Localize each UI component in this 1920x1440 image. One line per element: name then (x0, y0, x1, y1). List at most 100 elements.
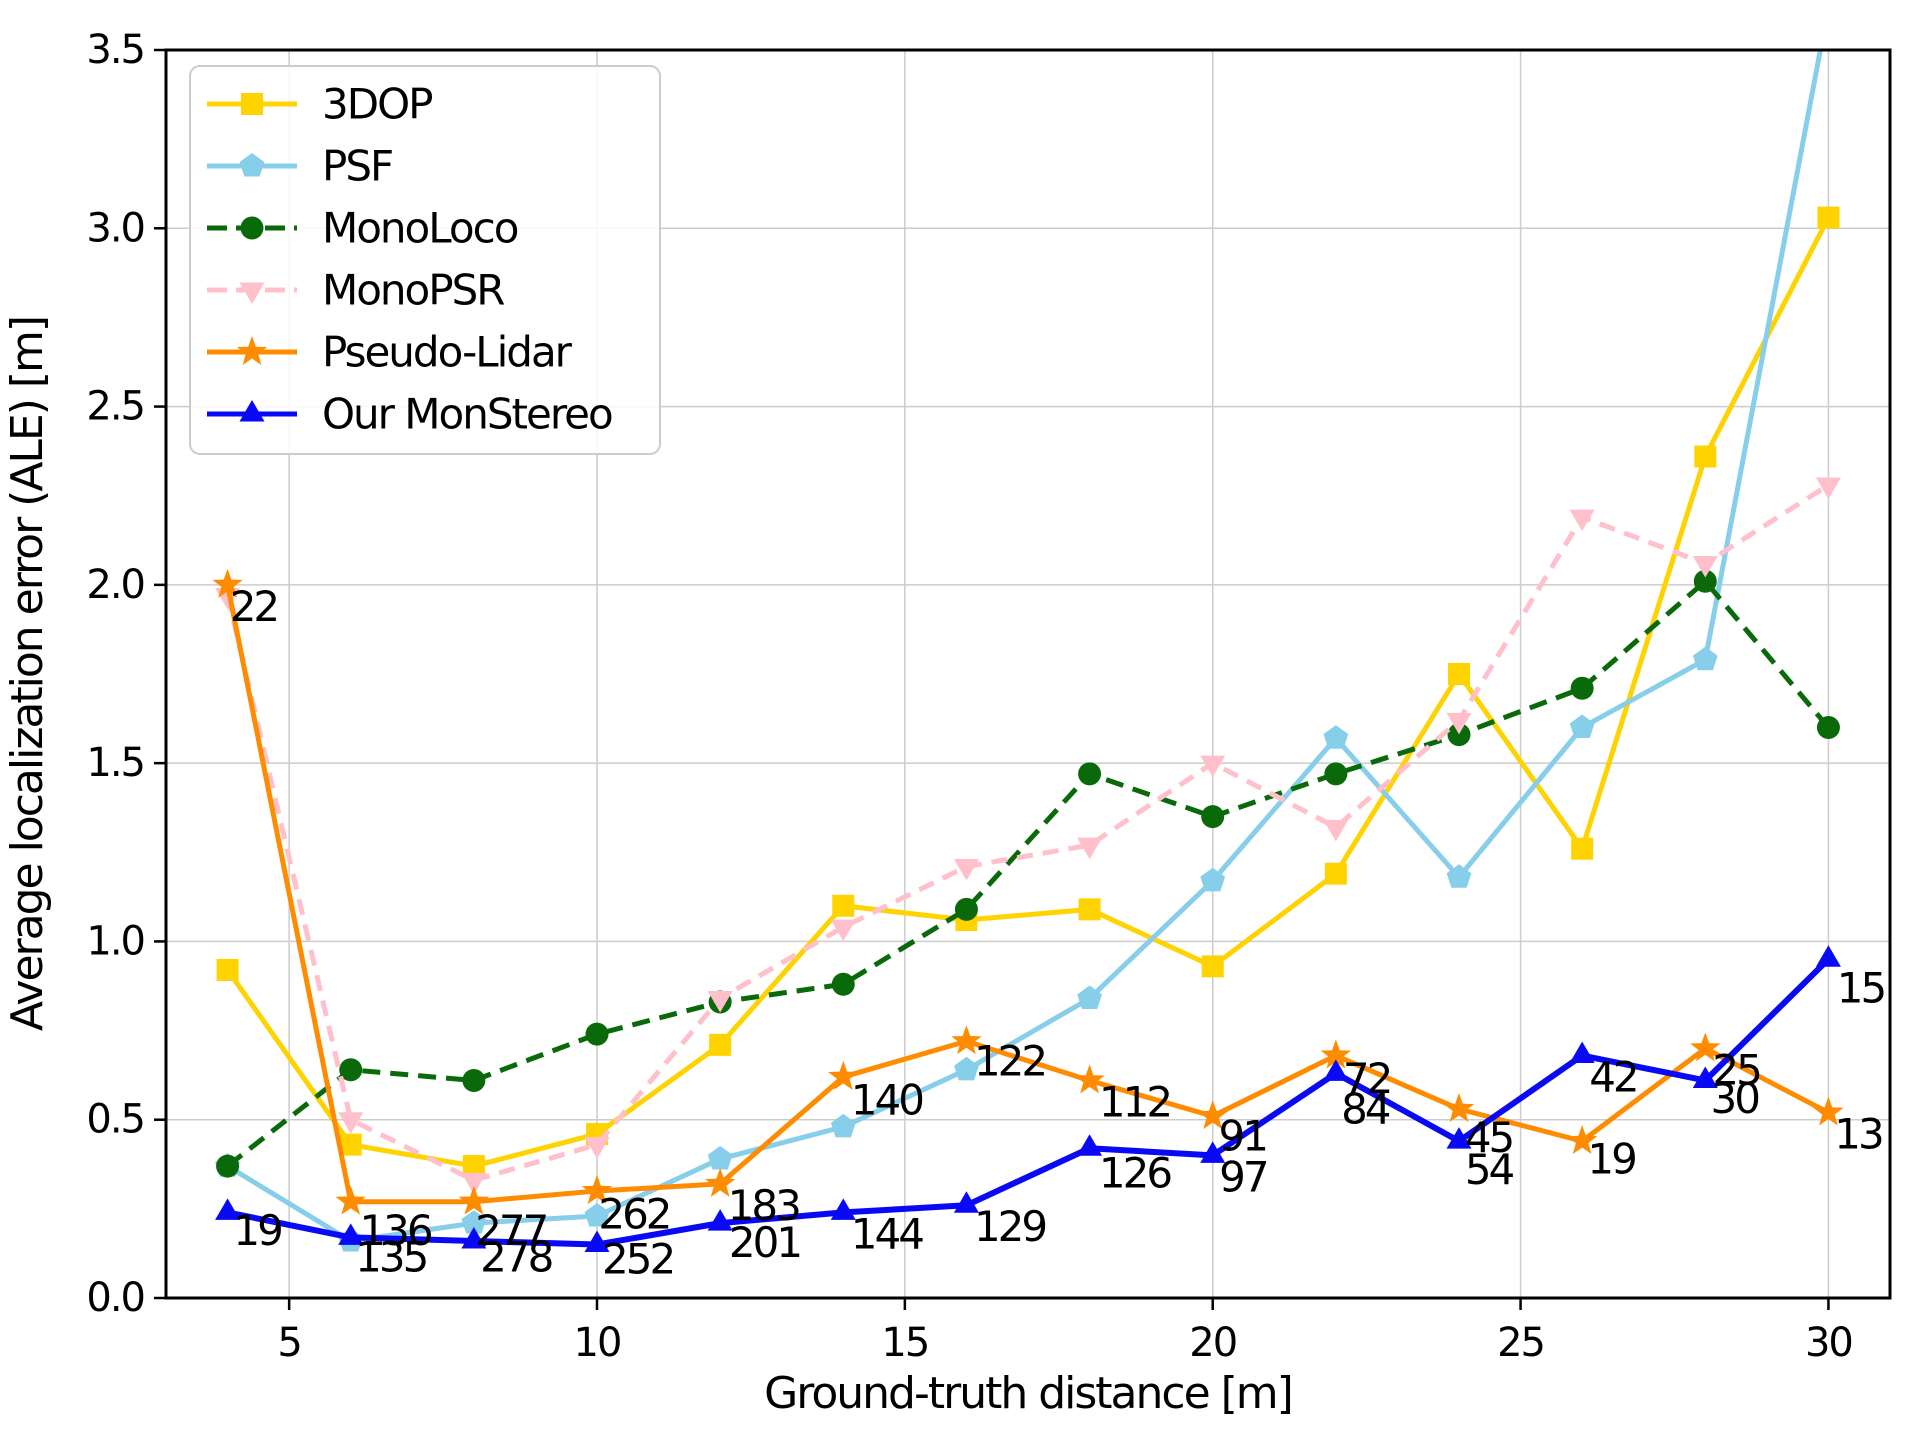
marker-triangle-up-our-monstereo (1446, 1127, 1472, 1149)
marker-star-pseudo-lidar (335, 1185, 366, 1215)
annotation-count-16: 91 (1219, 1111, 1266, 1160)
marker-pentagon-psf (707, 1145, 733, 1170)
y-tick-label-1.5: 1.5 (86, 740, 144, 786)
y-tick-label-3.0: 3.0 (86, 205, 144, 251)
annotation-count-9: 201 (729, 1218, 800, 1267)
marker-square-3dop (1201, 955, 1224, 978)
marker-star-pseudo-lidar (1320, 1039, 1352, 1069)
marker-circle-monoloco (1693, 569, 1717, 593)
legend-item-3dop: 3DOP (207, 80, 434, 129)
annotation-count-21: 54 (1465, 1145, 1514, 1194)
legend-item-monoloco: MonoLoco (207, 204, 520, 253)
annotation-count-12: 122 (974, 1036, 1045, 1085)
annotation-count-2: 136 (359, 1206, 431, 1255)
x-tick-label-25: 25 (1497, 1320, 1544, 1366)
series-line-psf (226, 50, 1823, 1244)
legend-marker-3dop (241, 93, 263, 115)
annotation-count-20: 45 (1465, 1113, 1513, 1162)
marker-circle-monoloco (1816, 715, 1840, 739)
annotation-count-22: 42 (1589, 1052, 1636, 1101)
legend-box (189, 65, 661, 455)
marker-circle-monoloco (339, 1058, 363, 1082)
series-monoloco (216, 569, 1840, 1178)
annotation-count-18: 72 (1343, 1054, 1390, 1103)
series-psf (215, 50, 1823, 1252)
marker-star-pseudo-lidar (1566, 1125, 1598, 1155)
legend-item-pseudo-lidar: Pseudo-Lidar (207, 328, 575, 377)
marker-square-3dop (1078, 898, 1101, 921)
marker-triangle-down-monopsr (1077, 837, 1103, 860)
annotation-count-8: 183 (728, 1181, 799, 1230)
marker-square-3dop (1817, 206, 1840, 229)
marker-triangle-up-our-monstereo (1692, 1066, 1718, 1088)
y-tick-label-1.0: 1.0 (86, 918, 144, 964)
tick-labels: 5 10 15 20 25 300.00.51.01.52.02.53.03.5 (86, 27, 1854, 1366)
legend-marker-monoloco (240, 216, 264, 240)
marker-star-pseudo-lidar (581, 1175, 613, 1204)
legend-item-psf: PSF (207, 142, 394, 191)
marker-circle-monoloco (1201, 805, 1225, 829)
legend-label-3dop: 3DOP (322, 80, 432, 129)
legend-label-monopsr: MonoPSR (322, 266, 504, 315)
annotation-count-0: 22 (230, 582, 277, 631)
annotation-count-24: 25 (1712, 1045, 1760, 1094)
marker-square-3dop (1694, 445, 1717, 468)
marker-square-3dop (216, 958, 239, 981)
marker-star-pseudo-lidar (1813, 1096, 1844, 1126)
marker-triangle-down-monopsr (1569, 509, 1595, 532)
marker-pentagon-psf (1692, 646, 1718, 671)
marker-circle-monoloco (831, 972, 855, 996)
annotation-count-14: 112 (1099, 1077, 1170, 1126)
y-axis-label: Average localization error (ALE) [m] (2, 317, 53, 1031)
annotation-count-17: 97 (1219, 1152, 1267, 1201)
marker-triangle-down-monopsr (584, 1137, 610, 1159)
y-tick-label-3.5: 3.5 (86, 27, 144, 73)
marker-triangle-up-our-monstereo (1077, 1134, 1103, 1156)
marker-pentagon-psf (1446, 864, 1472, 888)
legend-marker-our-monstereo (239, 400, 265, 422)
annotation-count-13: 129 (974, 1202, 1045, 1251)
marker-square-3dop (832, 894, 855, 917)
plot-border (164, 48, 1892, 1300)
marker-triangle-down-monopsr (1323, 819, 1349, 842)
marker-triangle-down-monopsr (1446, 712, 1472, 735)
marker-star-pseudo-lidar (1197, 1100, 1228, 1130)
marker-triangle-up-our-monstereo (584, 1230, 610, 1253)
marker-triangle-down-monopsr (338, 1112, 364, 1134)
x-tick-label-30: 30 (1805, 1320, 1852, 1366)
marker-pentagon-psf (1569, 714, 1595, 739)
legend-item-our-monstereo: Our MonStereo (207, 390, 614, 439)
legend-item-monopsr: MonoPSR (207, 266, 506, 315)
legend-marker-pseudo-lidar (236, 336, 268, 365)
marker-pentagon-psf (830, 1113, 856, 1138)
marker-triangle-up-our-monstereo (1200, 1141, 1226, 1163)
series-line-our-monstereo (226, 957, 1831, 1248)
marker-star-pseudo-lidar (704, 1167, 736, 1197)
series-line-3dop (225, 216, 1831, 1169)
x-tick-label-5: 5 (277, 1320, 300, 1366)
annotation-count-10: 140 (851, 1076, 922, 1125)
marker-triangle-down-monopsr (707, 990, 733, 1013)
annotation-count-7: 252 (602, 1234, 673, 1283)
y-tick-label-2.0: 2.0 (86, 562, 144, 608)
marker-triangle-down-monopsr (830, 919, 856, 942)
legend-label-pseudo-lidar: Pseudo-Lidar (322, 328, 573, 377)
y-tick-label-0.5: 0.5 (86, 1097, 144, 1143)
annotation-count-26: 15 (1837, 963, 1885, 1012)
marker-square-3dop (1324, 862, 1347, 885)
marker-circle-monoloco (1447, 723, 1471, 747)
marker-circle-monoloco (1570, 676, 1594, 700)
marker-triangle-down-monopsr (1200, 755, 1226, 778)
marker-triangle-up-our-monstereo (338, 1223, 364, 1245)
marker-triangle-down-monopsr (1815, 477, 1841, 500)
marker-star-pseudo-lidar (951, 1025, 982, 1055)
marker-star-pseudo-lidar (1443, 1093, 1475, 1122)
y-tick-label-0.0: 0.0 (86, 1275, 144, 1321)
marker-triangle-up-our-monstereo (830, 1198, 856, 1220)
marker-triangle-down-monopsr (461, 1172, 487, 1195)
marker-triangle-up-our-monstereo (1815, 945, 1841, 967)
marker-star-pseudo-lidar (458, 1185, 490, 1215)
annotation-count-27: 13 (1834, 1109, 1882, 1158)
